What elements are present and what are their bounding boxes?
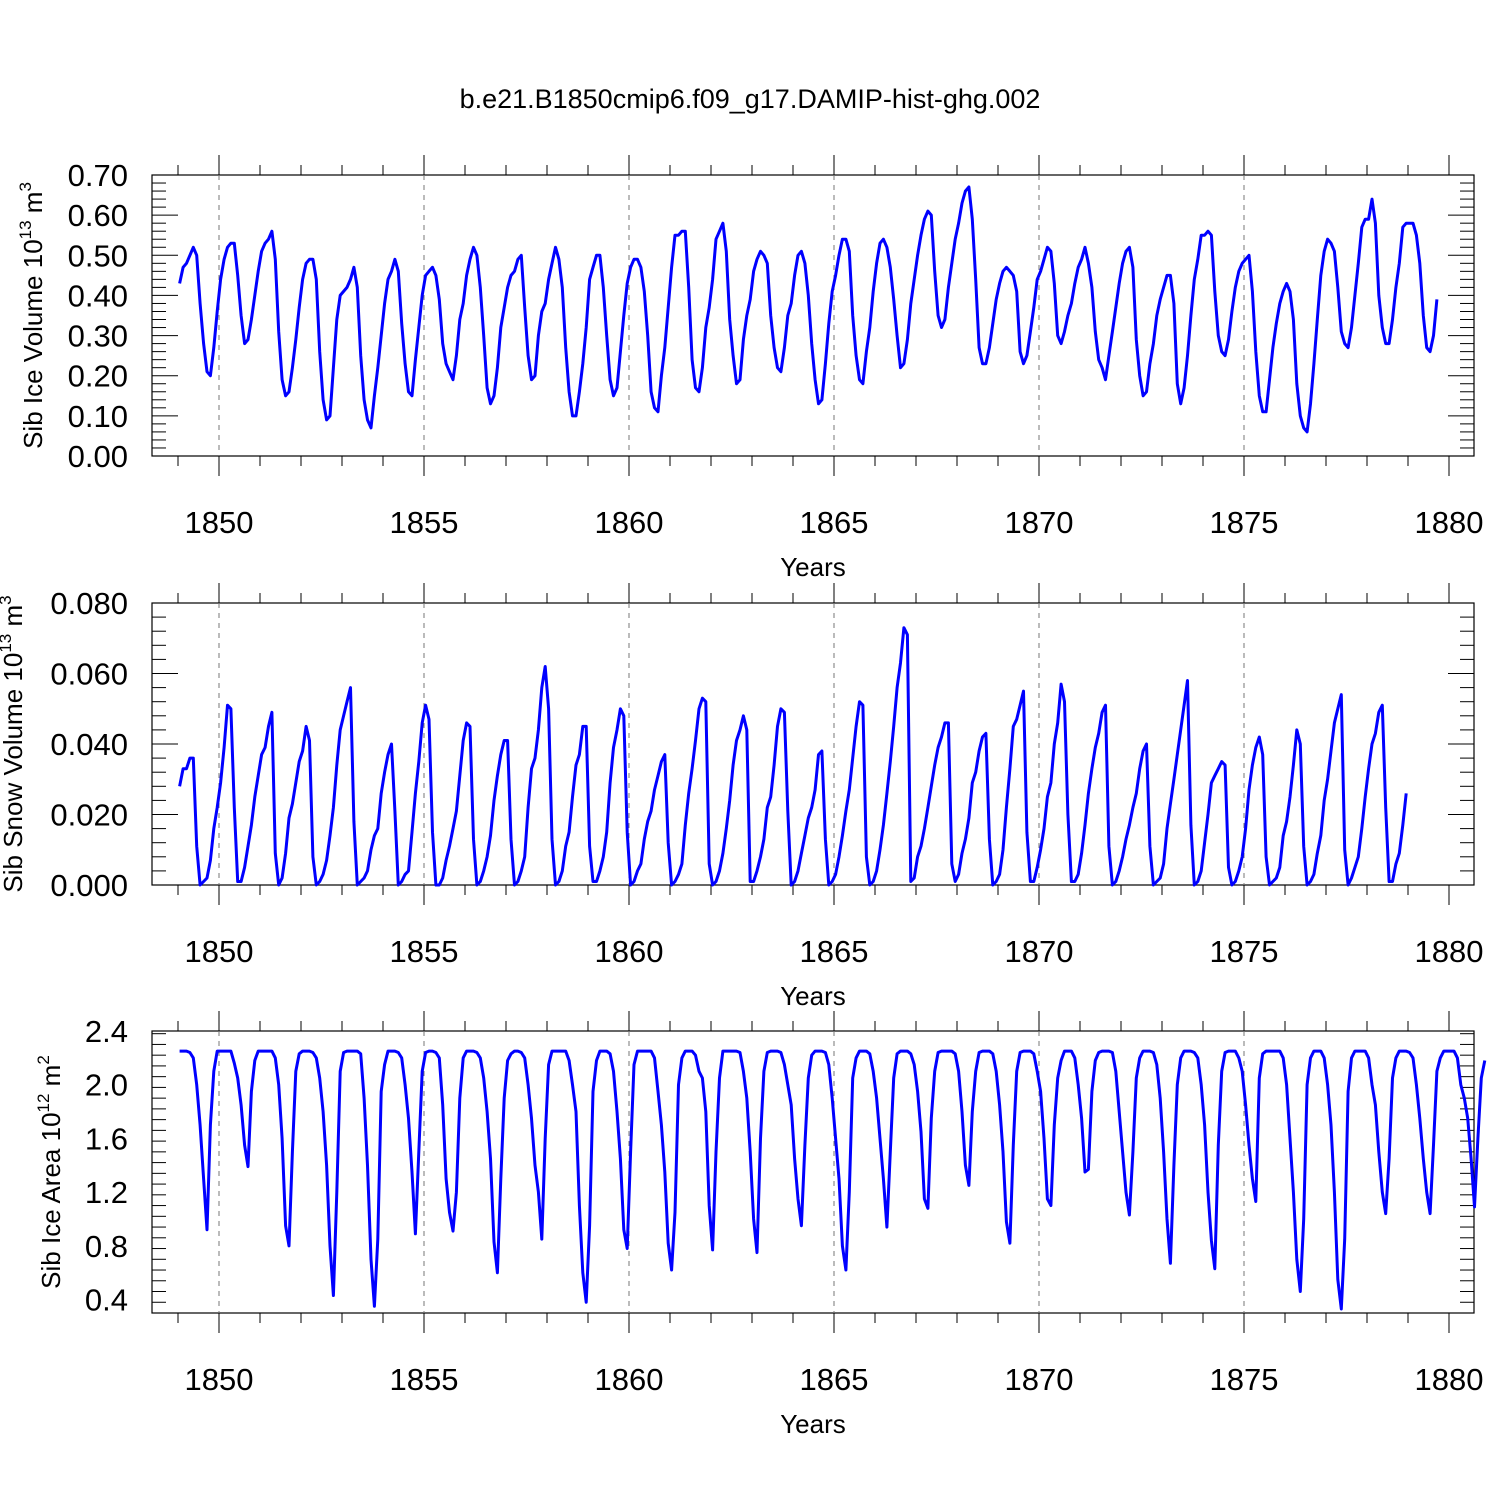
series-line <box>178 185 1439 434</box>
x-axis-label: Years <box>780 552 846 582</box>
x-tick-label: 1870 <box>1005 934 1074 969</box>
y-tick-label: 0.00 <box>68 439 128 474</box>
y-tick-label: 0.8 <box>85 1229 128 1264</box>
x-axis-label: Years <box>780 1409 846 1439</box>
y-tick-label: 0.020 <box>50 798 128 833</box>
x-tick-label: 1860 <box>595 1362 664 1397</box>
x-tick-label: 1860 <box>595 505 664 540</box>
y-tick-label: 0.40 <box>68 278 128 313</box>
plot-frame <box>151 174 1475 457</box>
x-tick-label: 1850 <box>185 934 254 969</box>
y-axis-label: Sib Ice Area 1012 m2 <box>34 1055 66 1289</box>
x-tick-label: 1875 <box>1210 934 1279 969</box>
x-tick-label: 1860 <box>595 934 664 969</box>
y-axis-label: Sib Ice Volume 1013 m3 <box>16 182 48 449</box>
series-line <box>178 626 1408 887</box>
x-tick-label: 1850 <box>185 505 254 540</box>
y-tick-label: 0.30 <box>68 319 128 354</box>
y-tick-label: 0.60 <box>68 198 128 233</box>
y-axis-label: Sib Snow Volume 1013 m3 <box>0 595 28 892</box>
x-tick-label: 1870 <box>1005 1362 1074 1397</box>
y-tick-label: 0.4 <box>85 1283 128 1318</box>
y-tick-label: 0.060 <box>50 657 128 692</box>
y-tick-label: 2.4 <box>85 1014 128 1049</box>
y-tick-label: 0.10 <box>68 399 128 434</box>
y-tick-label: 0.20 <box>68 359 128 394</box>
y-tick-label: 2.0 <box>85 1068 128 1103</box>
x-tick-label: 1880 <box>1415 934 1484 969</box>
y-tick-label: 1.2 <box>85 1175 128 1210</box>
x-tick-label: 1870 <box>1005 505 1074 540</box>
x-tick-label: 1865 <box>800 505 869 540</box>
x-tick-label: 1865 <box>800 1362 869 1397</box>
y-tick-label: 0.50 <box>68 238 128 273</box>
x-tick-label: 1855 <box>390 934 459 969</box>
y-tick-label: 1.6 <box>85 1121 128 1156</box>
x-tick-label: 1875 <box>1210 1362 1279 1397</box>
x-tick-label: 1855 <box>390 505 459 540</box>
plot-frame <box>151 1030 1475 1314</box>
y-tick-label: 0.040 <box>50 727 128 762</box>
x-tick-label: 1875 <box>1210 505 1279 540</box>
x-tick-label: 1855 <box>390 1362 459 1397</box>
x-tick-label: 1865 <box>800 934 869 969</box>
chart-title: b.e21.B1850cmip6.f09_g17.DAMIP-hist-ghg.… <box>459 84 1041 114</box>
x-tick-label: 1850 <box>185 1362 254 1397</box>
x-axis-label: Years <box>780 981 846 1011</box>
y-tick-label: 0.000 <box>50 868 128 903</box>
y-tick-label: 0.080 <box>50 586 128 621</box>
y-tick-label: 0.70 <box>68 158 128 193</box>
series-line <box>179 1049 1487 1311</box>
x-tick-label: 1880 <box>1415 505 1484 540</box>
x-tick-label: 1880 <box>1415 1362 1484 1397</box>
